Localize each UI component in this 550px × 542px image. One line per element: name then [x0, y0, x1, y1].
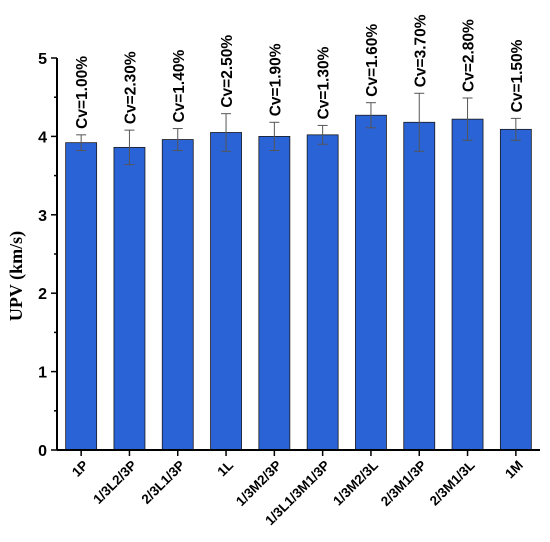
x-tick-label: 1/3M2/3P [233, 458, 284, 509]
data-label: Cv=1.00% [74, 56, 91, 129]
data-label: Cv=1.50% [509, 39, 526, 112]
y-tick-label: 1 [38, 365, 47, 382]
bar [403, 121, 436, 451]
data-labels-group: Cv=1.00% Cv=2.30% Cv=1.40% Cv=2.50% Cv=1.90%… [74, 14, 526, 129]
x-tick-label: 1/3M2/3L [330, 458, 381, 509]
x-tick-label: 1/3L2/3P [90, 458, 139, 507]
x-tick-label: 1M [502, 458, 526, 482]
bar [499, 128, 532, 451]
y-tick-label: 3 [38, 208, 47, 225]
data-label: Cv=1.90% [267, 43, 284, 116]
x-tick-label: 2/3L1/3P [139, 458, 188, 507]
data-label: Cv=1.60% [364, 24, 381, 97]
y-axis-label: UPV (km/s) [6, 231, 27, 321]
data-label: Cv=2.50% [219, 35, 236, 108]
x-tick-label: 1L [214, 458, 236, 480]
data-label: Cv=1.30% [316, 46, 333, 119]
bar [161, 139, 194, 451]
bar [65, 142, 98, 451]
data-label: Cv=3.70% [412, 14, 429, 87]
y-tick-label: 4 [38, 129, 47, 146]
data-label: Cv=2.80% [461, 19, 478, 92]
bar [113, 146, 146, 451]
x-axis-ticks: 1P1/3L2/3P2/3L1/3P 1L1/3M2/3P1/3L1/3M1/3P… [69, 450, 526, 528]
x-tick-label: 1P [69, 458, 91, 480]
y-axis-ticks: 0 1 2 3 4 5 [38, 51, 57, 460]
bar [355, 114, 387, 451]
bar [451, 118, 484, 451]
bar [306, 134, 339, 451]
y-tick-label: 5 [38, 51, 47, 68]
data-label: Cv=1.40% [171, 50, 188, 123]
x-tick-label: 2/3M1/3P [378, 458, 429, 509]
error-bars-group [76, 92, 521, 166]
x-tick-label: 2/3M1/3L [427, 458, 478, 509]
bars-group [65, 114, 532, 451]
y-tick-label: 0 [38, 443, 47, 460]
bar [258, 135, 291, 451]
y-tick-label: 2 [38, 286, 47, 303]
data-label: Cv=2.30% [122, 51, 139, 124]
bar [210, 132, 242, 451]
